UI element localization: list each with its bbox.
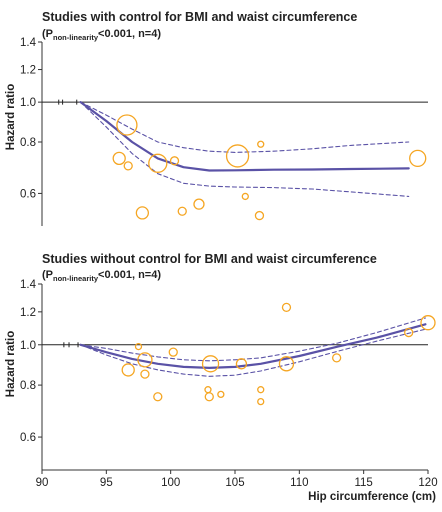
panel1-study-point	[177, 206, 187, 216]
panel2-study-point	[168, 347, 178, 357]
panel1-ci-line	[80, 101, 410, 153]
panel2-study-point	[257, 386, 265, 394]
panel1-note-suffix: <0.001, n=4)	[98, 28, 161, 40]
panel1-study-point	[169, 156, 180, 166]
panel2-xtick-label: 100	[161, 477, 180, 489]
panel2-ytick-label: 1.4	[20, 279, 37, 291]
panel2-ytick-label: 1.2	[20, 307, 36, 319]
panel2-study-point	[257, 397, 265, 406]
panel2-ytick-label: 1.0	[20, 340, 36, 352]
panel1-study-point	[409, 149, 427, 168]
panel1-ytick-label: 1.2	[20, 65, 36, 77]
panel1-study-point	[254, 210, 265, 221]
panel1-study-point	[257, 140, 265, 148]
panel1-ytick-label: 0.8	[20, 137, 36, 149]
panel1-study-point	[116, 114, 138, 136]
panel2-study-point	[278, 356, 295, 372]
panel2-note-prefix: (P	[42, 269, 53, 281]
panel1-note: (Pnon-linearity<0.001, n=4)	[42, 28, 161, 42]
panel1-study-point	[148, 153, 168, 173]
panel1-title: Studies with control for BMI and waist c…	[42, 10, 357, 24]
panel2-study-point	[331, 353, 342, 363]
panel2-xtick-label: 110	[290, 477, 308, 489]
panel2-xtick-label: 90	[36, 477, 49, 489]
panel2-study-point	[134, 342, 143, 351]
panel1-study-point	[123, 161, 133, 171]
panel1-study-point	[193, 198, 205, 210]
panel1-note-subscript: non-linearity	[53, 33, 99, 42]
panel2-ci-line	[80, 317, 426, 362]
panel2-xtick-label: 95	[100, 477, 113, 489]
panel2-note: (Pnon-linearity<0.001, n=4)	[42, 269, 161, 283]
panel2-title: Studies without control for BMI and wais…	[42, 252, 377, 266]
panel2-ci-line	[80, 328, 426, 377]
panel1-fit-line	[79, 101, 410, 172]
panel2-study-point	[137, 352, 153, 368]
panel2-study-point	[201, 355, 220, 373]
panel2-ylabel: Hazard ratio	[5, 331, 17, 397]
panel2-study-point	[121, 363, 135, 377]
panel1-ylabel: Hazard ratio	[5, 84, 17, 150]
panel1-ci-line	[80, 101, 410, 197]
panel1-ytick-label: 1.4	[20, 37, 37, 49]
panel2-study-point	[217, 390, 225, 399]
panel2-ytick-label: 0.8	[20, 380, 36, 392]
panel2-study-point	[404, 327, 414, 338]
panel2-study-point	[235, 358, 248, 370]
panel2-study-point	[140, 369, 150, 379]
x-axis-label: Hip circumference (cm)	[308, 491, 436, 503]
panel1-study-point	[241, 192, 249, 201]
panel1-study-point	[225, 144, 250, 168]
panel2-study-point	[420, 315, 436, 331]
panel1-plot: 0.6 0.8 1.0 1.2 1.4	[20, 37, 428, 226]
panel1-ytick-label: 1.0	[20, 97, 36, 109]
panel2-ytick-label: 0.6	[20, 432, 36, 444]
panel2-study-point	[204, 386, 212, 394]
panel1-ytick-label: 0.6	[20, 188, 36, 200]
panel2-study-point	[281, 302, 292, 313]
panel2-note-suffix: <0.001, n=4)	[98, 269, 161, 281]
panel2-xtick-label: 115	[354, 477, 372, 489]
panel2-fit-line	[79, 323, 427, 369]
panel2-note-subscript: non-linearity	[53, 274, 99, 283]
panel1-study-point	[135, 206, 150, 220]
panel1-note-prefix: (P	[42, 28, 53, 40]
panel2-study-point	[153, 392, 163, 402]
panel2-study-point	[204, 392, 214, 402]
panel2-xtick-label: 105	[225, 477, 244, 489]
panel2-xtick-label: 120	[418, 477, 437, 489]
panel1-study-point	[112, 151, 126, 166]
panel2-plot: 0.6 0.8 1.0 1.2 1.4 90 95 100 105 110 115 120	[20, 279, 438, 489]
